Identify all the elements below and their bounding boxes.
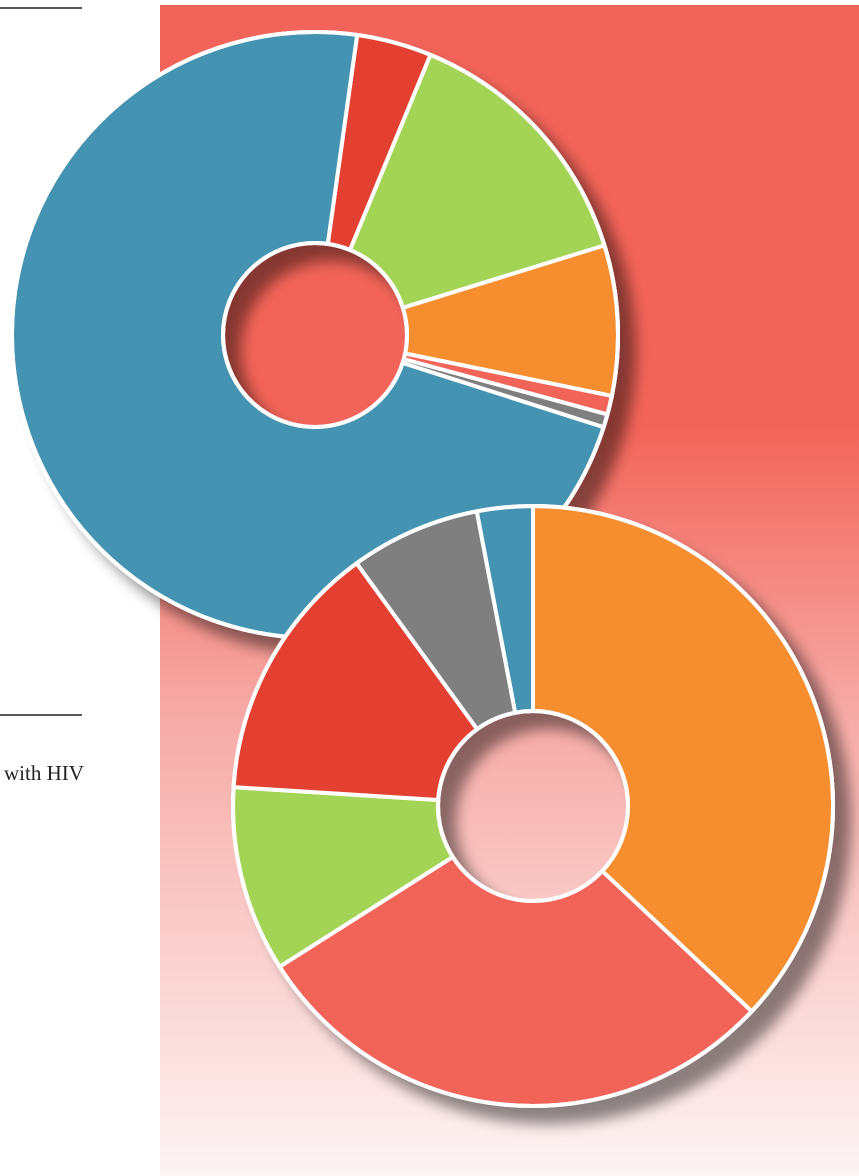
donut-chart bbox=[231, 504, 835, 1108]
donut-hole-outline bbox=[221, 241, 409, 429]
charts bbox=[10, 30, 835, 1108]
donut-chart bbox=[10, 30, 620, 640]
body-text: with HIV bbox=[4, 761, 84, 785]
donut-hole-outline bbox=[436, 709, 630, 903]
donut-outline bbox=[231, 504, 835, 1108]
